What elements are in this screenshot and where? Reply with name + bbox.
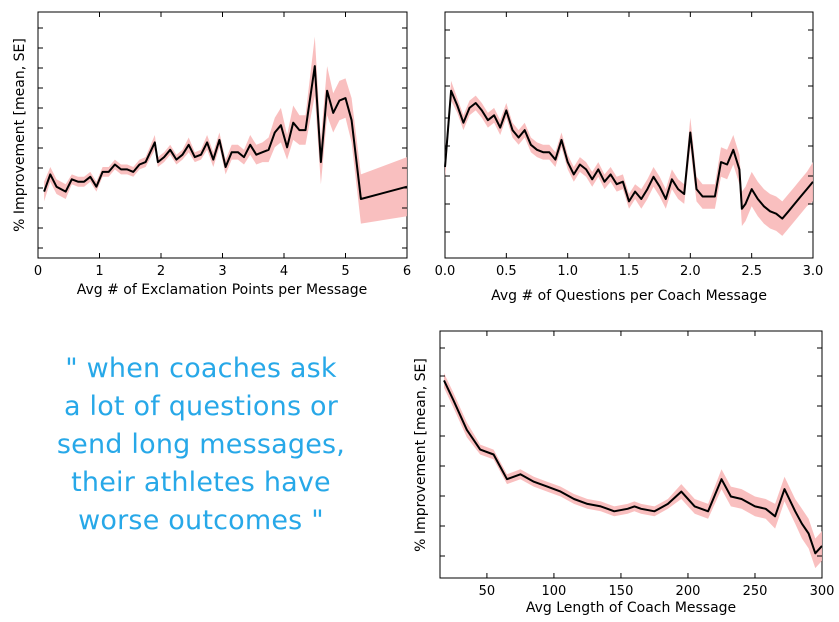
x-tick-label: 1 <box>95 264 103 279</box>
quote-line: " when coaches ask <box>65 353 337 384</box>
x-tick-label: 2 <box>157 264 165 279</box>
mean-line <box>444 89 814 220</box>
x-axis-label: Avg # of Questions per Coach Message <box>491 288 767 304</box>
x-tick-label: 0.5 <box>496 264 517 279</box>
x-tick-label: 3.0 <box>803 264 824 279</box>
x-tick-label: 50 <box>479 584 496 599</box>
quote-line: their athletes have <box>71 467 331 498</box>
x-axis-label: Avg # of Exclamation Points per Message <box>77 282 368 298</box>
quote-line: worse outcomes " <box>78 505 324 536</box>
x-tick-label: 200 <box>676 584 701 599</box>
x-tick-label: 300 <box>810 584 835 599</box>
x-tick-label: 0.0 <box>435 264 456 279</box>
x-tick-label: 2.5 <box>741 264 762 279</box>
mean-line <box>43 65 408 200</box>
x-axis-label: Avg Length of Coach Message <box>526 600 736 616</box>
x-tick-label: 6 <box>403 264 411 279</box>
se-band <box>444 373 822 569</box>
x-tick-label: 100 <box>542 584 567 599</box>
se-band <box>445 80 813 236</box>
quote-annotation: " when coaches ask a lot of questions or… <box>20 350 382 540</box>
chart-message-length: 50 100 150 200 250 300 Avg Length of Coach Me… <box>413 330 835 616</box>
chart-questions-per-message: 0.0 0.5 1.0 1.5 2.0 2.5 3.0 Avg # of Questions… <box>435 11 824 304</box>
x-tick-label: 0 <box>34 264 42 279</box>
x-tick-label: 3 <box>218 264 226 279</box>
x-tick-label: 150 <box>609 584 634 599</box>
mean-line <box>443 379 823 555</box>
x-tick-label: 1.5 <box>619 264 640 279</box>
x-tick-label: 2.0 <box>680 264 701 279</box>
chart-exclamation-points: 0 1 2 3 4 5 6 Avg # of Exclamation Points per … <box>12 11 411 298</box>
plot-frame <box>439 330 823 579</box>
quote-line: a lot of questions or <box>63 391 339 422</box>
x-tick-label: 250 <box>743 584 768 599</box>
x-tick-label: 4 <box>280 264 288 279</box>
x-tick-label: 1.0 <box>557 264 578 279</box>
quote-line: send long messages, <box>56 429 346 460</box>
y-axis-label: % Improvement [mean, SE] <box>12 38 28 232</box>
y-axis-label: % Improvement [mean, SE] <box>413 358 429 552</box>
x-tick-label: 5 <box>341 264 349 279</box>
